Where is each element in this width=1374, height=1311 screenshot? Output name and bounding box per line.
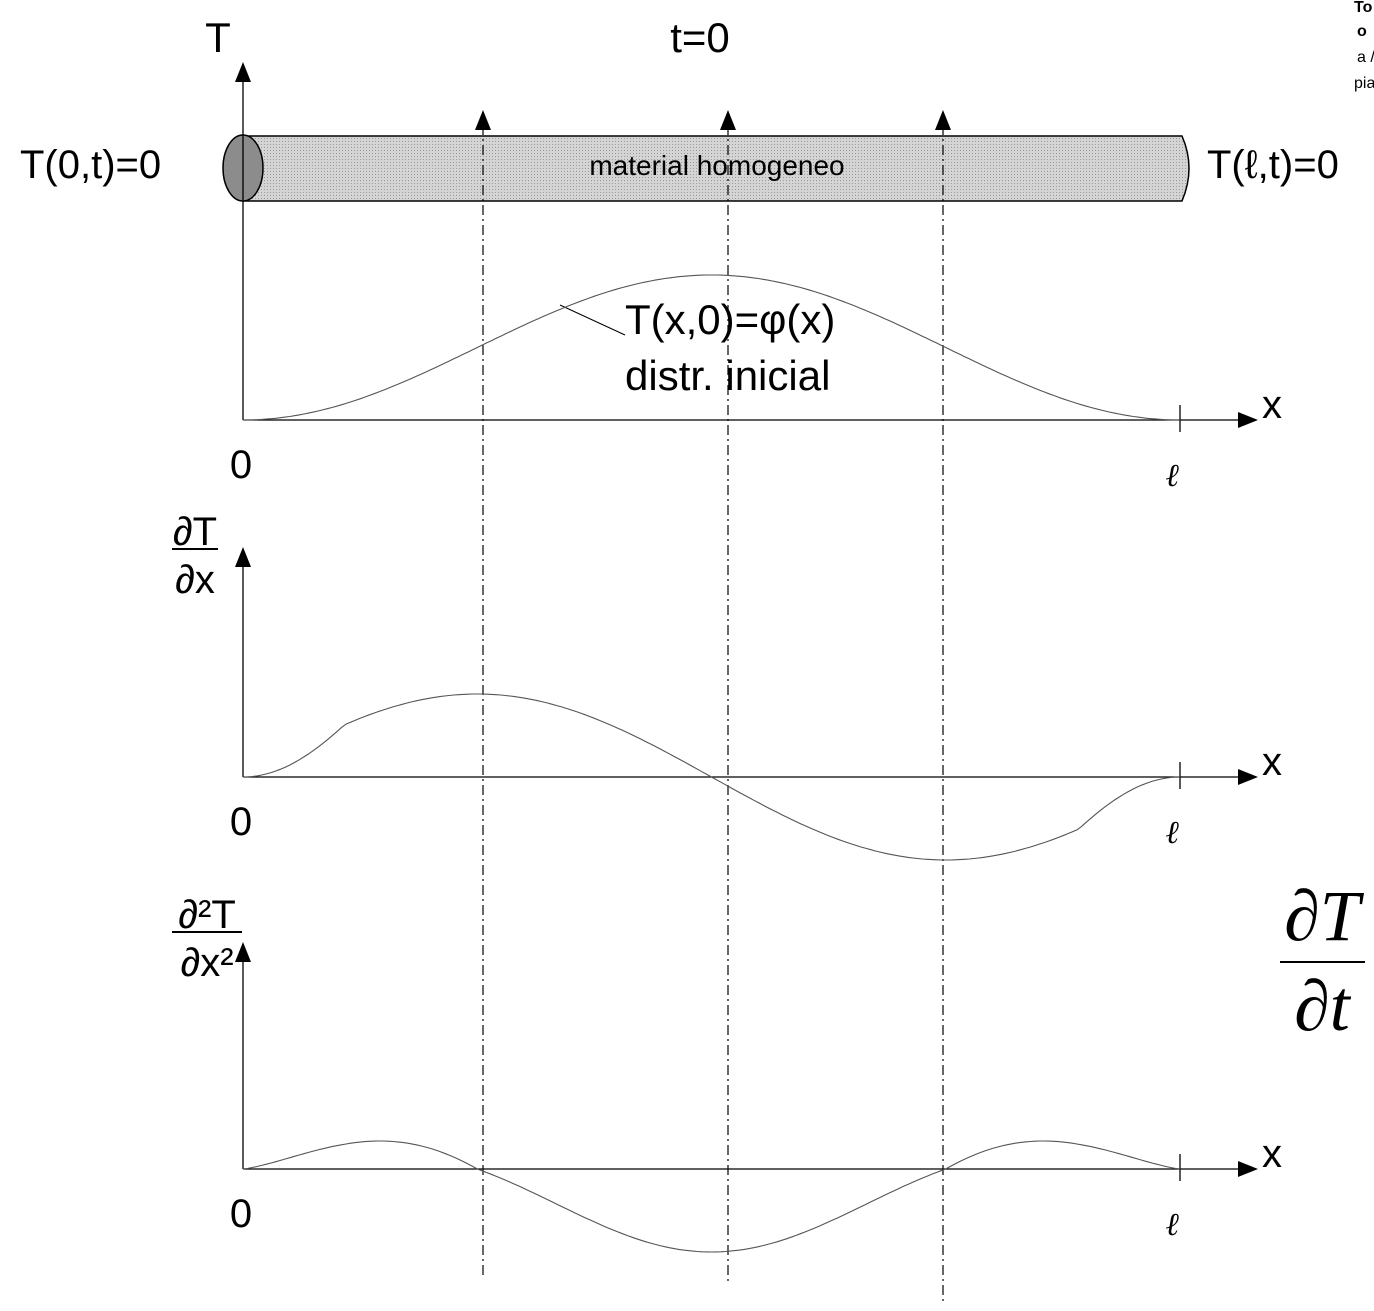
cropped-line: To bbox=[1354, 0, 1373, 16]
leader-line bbox=[559, 304, 626, 336]
end-label: ℓ bbox=[1165, 814, 1179, 850]
left-bc: T(0,t)=0 bbox=[20, 143, 161, 187]
axes bbox=[235, 62, 1258, 1181]
equation-numerator: ∂T bbox=[1284, 876, 1365, 956]
rod bbox=[242, 135, 1190, 202]
y-numerator: ∂²T bbox=[178, 893, 236, 937]
curve bbox=[242, 1140, 1181, 1253]
guide-arrows bbox=[475, 110, 951, 130]
y-numerator: ∂T bbox=[173, 510, 217, 554]
x-axis-label: x bbox=[1262, 740, 1282, 784]
right-bc: T(ℓ,t)=0 bbox=[1207, 143, 1339, 187]
rod-label: material homogeneo bbox=[589, 150, 844, 181]
origin-label: 0 bbox=[230, 800, 252, 844]
curve-note: distr. inicial bbox=[625, 352, 830, 399]
x-axis-label: x bbox=[1262, 1132, 1282, 1176]
time-label: t=0 bbox=[670, 14, 730, 61]
x-axis-label: x bbox=[1262, 383, 1282, 427]
equation-denominator: ∂t bbox=[1294, 966, 1352, 1046]
end-label: ℓ bbox=[1165, 1206, 1179, 1242]
cropped-line: pia bbox=[1354, 75, 1374, 92]
curve bbox=[243, 274, 1180, 421]
origin-label: 0 bbox=[230, 443, 252, 487]
origin-label: 0 bbox=[230, 1192, 252, 1236]
axis-label: T bbox=[205, 14, 231, 61]
cropped-line: a / bbox=[1357, 49, 1374, 66]
cropped-text: To o a / pia bbox=[1354, 0, 1374, 92]
y-denominator: ∂x² bbox=[180, 941, 233, 985]
end-label: ℓ bbox=[1165, 457, 1179, 493]
cropped-line: o bbox=[1357, 23, 1367, 40]
curve bbox=[242, 693, 1181, 861]
curve-label: T(x,0)=φ(x) bbox=[625, 296, 835, 343]
y-denominator: ∂x bbox=[175, 558, 215, 602]
